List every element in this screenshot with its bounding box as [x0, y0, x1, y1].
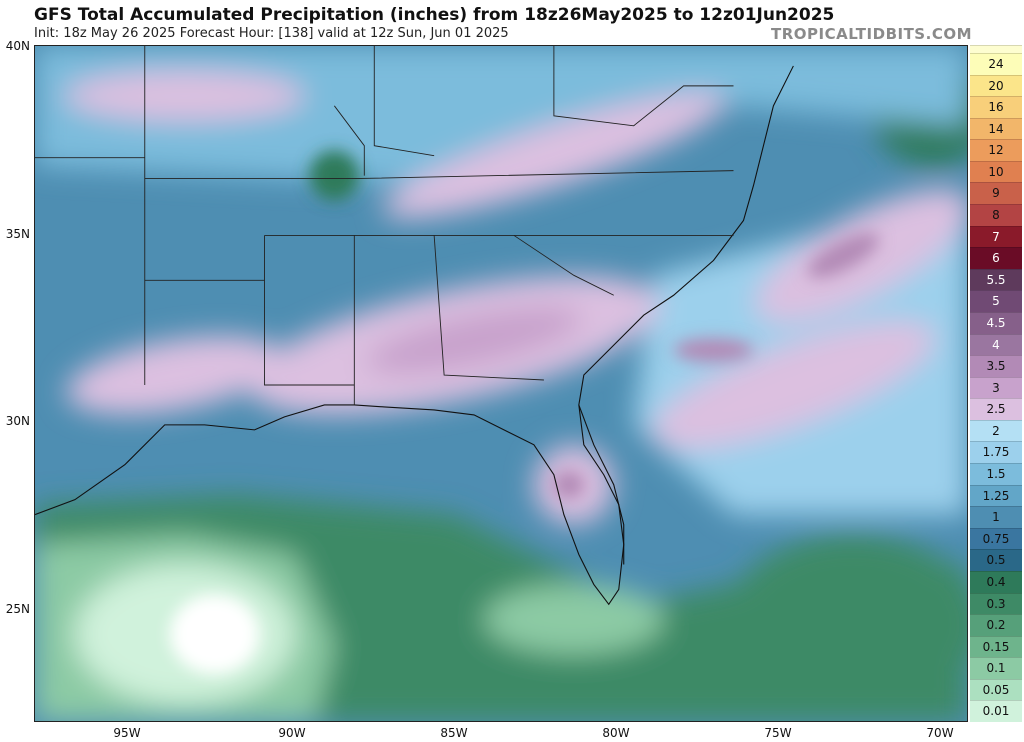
colorbar-level: 8 [970, 204, 1022, 226]
lon-label: 80W [602, 726, 630, 740]
colorbar-level: 9 [970, 182, 1022, 205]
state-borders [35, 46, 734, 405]
colorbar-level: 0.4 [970, 570, 1022, 593]
lon-label: 90W [278, 726, 306, 740]
lon-label: 75W [764, 726, 792, 740]
atlantic-green-patch-se [723, 534, 967, 714]
colorbar-level: 3 [970, 376, 1022, 399]
lon-label: 70W [926, 726, 954, 740]
colorbar-level: 6 [970, 247, 1022, 269]
state-line-3 [144, 170, 734, 180]
atlantic-heavy-band-2 [652, 321, 935, 449]
map-title: GFS Total Accumulated Precipitation (inc… [34, 5, 835, 25]
lat-label: 30N [5, 414, 30, 428]
florida-core [552, 470, 585, 499]
colorbar-level: 0.01 [970, 700, 1022, 722]
state-line-11 [373, 46, 435, 157]
colorbar-level: 4 [970, 333, 1022, 356]
colorbar-level: 1.5 [970, 463, 1022, 485]
ohio-valley-band [382, 93, 725, 219]
colorbar-level: 24 [970, 53, 1022, 75]
colorbar-level: 10 [970, 160, 1022, 183]
colorbar-level: 1 [970, 506, 1022, 528]
brand-watermark: TROPICALTIDBITS.COM [771, 25, 972, 43]
colorbar-level: 0.1 [970, 657, 1022, 679]
colorbar-level: 2.5 [970, 398, 1022, 420]
lat-label: 25N [5, 602, 30, 616]
gulf-blank-1 [169, 594, 260, 675]
colorbar-level: 0.3 [970, 592, 1022, 615]
atlantic-core-2 [673, 338, 754, 363]
deep-south-heavy-core [366, 306, 582, 374]
lat-label: 35N [5, 227, 30, 241]
lon-label: 85W [440, 726, 468, 740]
florida-east-coast [578, 404, 625, 565]
colorbar-level: 16 [970, 96, 1022, 118]
colorbar-level: 4.5 [970, 311, 1022, 334]
colorbar-level: 5.5 [970, 268, 1022, 291]
lat-label: 40N [5, 39, 30, 53]
colorbar-level: 0.15 [970, 635, 1022, 658]
atlantic-core-1 [807, 232, 880, 278]
north-west-band [64, 70, 305, 121]
colorbar-level: 1.25 [970, 484, 1022, 507]
colorbar-level: 0.5 [970, 549, 1022, 571]
colorbar-level: 14 [970, 117, 1022, 140]
mississippi-green [309, 150, 360, 201]
precipitation-map [34, 45, 968, 722]
colorbar-top-cap [970, 45, 1022, 53]
colorbar-legend: 24 20 16 14 12 10 9 8 7 6 5.5 5 4.5 4 3.5 3 2.5 2 1.75 1.5 1… [970, 45, 1022, 722]
colorbar-level: 0.75 [970, 527, 1022, 550]
coastlines [35, 65, 794, 606]
gulf-light-band [484, 584, 664, 655]
map-subtitle: Init: 18z May 26 2025 Forecast Hour: [13… [34, 26, 509, 41]
texas-band [66, 335, 283, 415]
colorbar-level: 5 [970, 290, 1022, 312]
colorbar-level: 20 [970, 74, 1022, 97]
colorbar-level: 3.5 [970, 355, 1022, 377]
state-line-12 [553, 46, 734, 127]
colorbar-level: 12 [970, 139, 1022, 161]
gulf-coastline [35, 65, 794, 606]
state-line-10 [513, 235, 614, 296]
state-line-7 [433, 235, 544, 381]
colorbar-level: 2 [970, 419, 1022, 442]
colorbar-level: 0.2 [970, 614, 1022, 636]
colorbar-level: 7 [970, 225, 1022, 248]
colorbar-level: 0.05 [970, 678, 1022, 701]
state-line-9 [333, 105, 365, 176]
state-line-8 [264, 235, 355, 386]
colorbar-level: 1.75 [970, 441, 1022, 464]
lon-label: 95W [113, 726, 141, 740]
